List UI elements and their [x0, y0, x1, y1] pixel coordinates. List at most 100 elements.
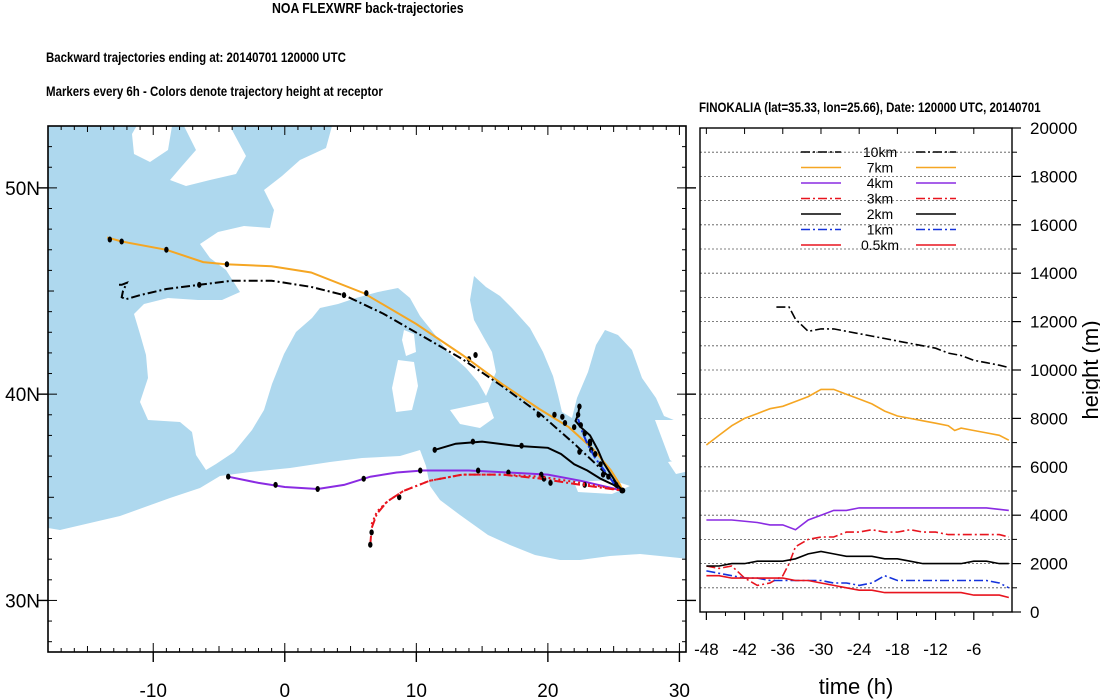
height-series-3 [706, 528, 1009, 587]
map-marker-2-1 [273, 481, 278, 488]
map-x-tick-label: -10 [140, 681, 167, 700]
land-anatolia [655, 420, 686, 470]
map-marker-7-4 [571, 424, 577, 431]
height-axes: -48 -42 -36 -30 -24 -18 -12 -6 0 2000 4000 6000 8000… [694, 119, 1077, 659]
legend-label: 2km [867, 206, 893, 222]
map-trajectory-7 [574, 406, 624, 492]
map-marker-0-5 [600, 471, 606, 478]
height-y-tick-label: 8000 [1030, 409, 1068, 428]
land-corsica [402, 330, 416, 356]
map-marker-0-0 [197, 281, 202, 288]
legend-label: 4km [867, 175, 893, 191]
height-series-0 [776, 306, 1009, 369]
map-marker-3-1 [369, 529, 374, 536]
land-masses [48, 126, 686, 652]
map-trajectory-0 [119, 279, 624, 492]
map-trajectory-6 [370, 473, 623, 525]
land-ireland [132, 126, 172, 162]
map-marker-1-1 [119, 238, 124, 245]
legend-label: 3km [867, 191, 893, 207]
height-x-tick-label: -6 [966, 640, 981, 659]
map-marker-1-5 [473, 351, 478, 358]
map-marker-7-10 [614, 481, 619, 488]
land-africa [48, 450, 686, 652]
height-x-tick-label: -12 [923, 640, 948, 659]
map-marker-2-2 [315, 486, 320, 493]
subtitle-markers-note: Markers every 6h - Colors denote traject… [46, 83, 383, 99]
map-y-tick-label: 50N [5, 179, 40, 200]
map-marker-1-4 [364, 290, 369, 297]
map-marker-2-4 [418, 467, 423, 474]
map-y-tick-label: 40N [5, 385, 40, 406]
map-marker-7-5 [582, 430, 587, 437]
height-x-tick-label: -36 [770, 640, 795, 659]
map-trajectories [106, 236, 626, 548]
map-marker-3-4 [548, 479, 553, 486]
map-trajectory-3 [369, 473, 623, 545]
map-marker-3-2 [397, 494, 402, 501]
map-marker-7-0 [577, 403, 582, 410]
map-trajectory-1 [106, 236, 624, 491]
height-y-tick-label: 4000 [1030, 506, 1068, 525]
height-series-1 [705, 388, 1010, 446]
map-marker-1-0 [107, 236, 113, 243]
map-trajectory-5 [577, 418, 623, 492]
map-marker-7-1 [575, 411, 581, 418]
map-marker-2-5 [475, 467, 481, 474]
height-x-tick-label: -18 [885, 640, 910, 659]
map-panel: -10 0 10 20 30 30N 40N 50N [5, 125, 696, 700]
height-y-tick-label: 2000 [1030, 555, 1068, 574]
height-gridlines [700, 128, 1012, 589]
height-y-tick-label: 20000 [1030, 119, 1077, 138]
height-x-tick-label: -42 [732, 640, 757, 659]
height-y-tick-label: 14000 [1030, 264, 1077, 283]
height-x-tick-label: -24 [847, 640, 872, 659]
map-marker-1-2 [164, 246, 169, 253]
land-britain [170, 126, 246, 186]
map-marker-7-7 [593, 450, 598, 457]
map-marker-7-6 [587, 438, 593, 445]
map-marker-2-0 [226, 473, 231, 480]
height-x-axis-label: time (h) [819, 674, 894, 699]
height-y-axis-label: height (m) [1078, 320, 1100, 419]
height-y-tick-label: 18000 [1030, 167, 1077, 186]
subtitle-end-time: Backward trajectories ending at: 2014070… [46, 49, 346, 65]
map-marker-1-3 [224, 261, 230, 268]
height-series-2 [706, 507, 1009, 531]
map-trajectory-2 [227, 469, 623, 492]
map-x-tick-label: 0 [279, 681, 290, 700]
land-cyprus [668, 458, 686, 474]
map-x-tick-label: 30 [669, 681, 690, 700]
map-axes: -10 0 10 20 30 30N 40N 50N [5, 125, 696, 700]
map-x-tick-label: 10 [406, 681, 427, 700]
map-marker-4-2 [519, 442, 524, 449]
height-x-tick-label: -48 [694, 640, 719, 659]
map-marker-1-6 [552, 411, 557, 418]
map-frame [47, 125, 687, 653]
map-marker-3-0 [368, 541, 373, 548]
map-marker-0-4 [577, 448, 582, 455]
figure-title: NOA FLEXWRF back-trajectories [272, 0, 464, 17]
height-y-tick-label: 10000 [1030, 361, 1077, 380]
height-panel: -48 -42 -36 -30 -24 -18 -12 -6 0 2000 4000 6000 8000… [694, 119, 1100, 699]
map-marker-7-2 [560, 413, 565, 420]
height-series [705, 306, 1010, 599]
land-sardinia [392, 360, 418, 412]
map-marker-4-1 [470, 438, 476, 445]
map-marker-0-1 [341, 292, 347, 299]
height-panel-title: FINOKALIA (lat=35.33, lon=25.66), Date: … [699, 99, 1041, 115]
legend-label: 0.5km [861, 237, 899, 253]
height-y-tick-label: 16000 [1030, 216, 1077, 235]
receptor-point [619, 487, 626, 494]
height-series-6 [706, 574, 1009, 599]
legend-label: 7km [867, 160, 893, 176]
land-europe [134, 126, 686, 470]
map-marker-7-9 [606, 473, 611, 480]
map-marker-2-3 [361, 475, 366, 482]
map-marker-4-0 [432, 446, 437, 453]
height-y-tick-label: 0 [1030, 603, 1039, 622]
map-marker-0-3 [536, 411, 541, 418]
height-y-tick-label: 6000 [1030, 458, 1068, 477]
